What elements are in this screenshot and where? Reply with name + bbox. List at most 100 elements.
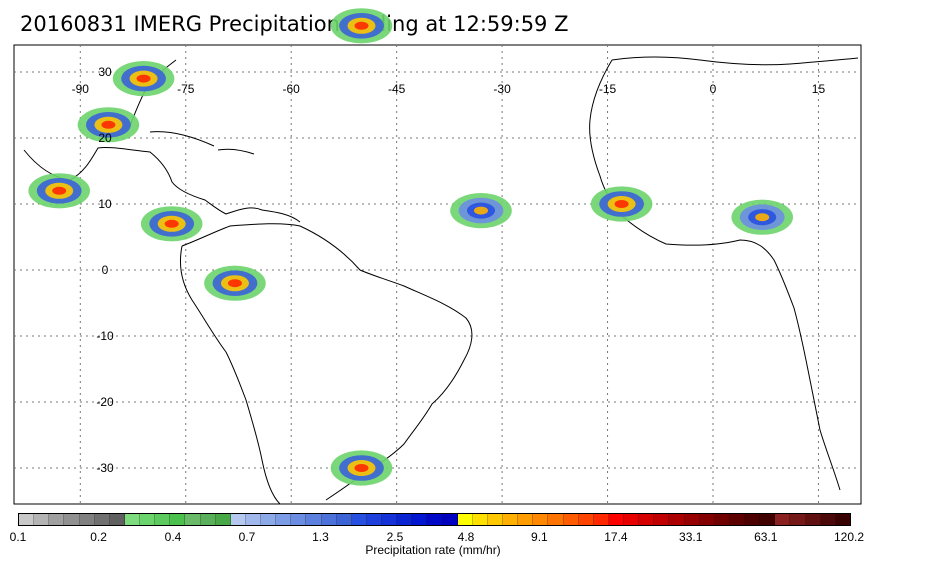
precip-cell [136, 74, 151, 83]
colorbar-swatch [548, 514, 564, 525]
coastlines [23, 56, 859, 505]
precipitation-field [28, 8, 794, 486]
colorbar-swatch [261, 514, 277, 525]
colorbar-swatch [624, 514, 640, 525]
graticule [14, 45, 861, 504]
colorbar-swatch [563, 514, 579, 525]
colorbar-swatch [487, 514, 503, 525]
precip-cell [101, 120, 116, 129]
precip-cell [755, 213, 770, 222]
coast-africa-north [611, 56, 859, 66]
map-title: 20160831 IMERG Precipitation ending at 1… [20, 12, 569, 36]
colorbar-swatch [518, 514, 534, 525]
colorbar-swatch [820, 514, 836, 525]
colorbar [18, 513, 851, 526]
colorbar-tick-label: 0.7 [238, 530, 256, 544]
precip-cell [614, 200, 629, 208]
colorbar-swatch [79, 514, 95, 525]
colorbar-swatch [291, 514, 307, 525]
colorbar-swatch [94, 514, 110, 525]
colorbar-swatch [669, 514, 685, 525]
colorbar-swatch [124, 514, 140, 525]
lon-label: -15 [599, 82, 617, 96]
colorbar-swatch [790, 514, 806, 525]
colorbar-unit-label: Precipitation rate (mm/hr) [365, 543, 501, 557]
colorbar-swatch [775, 514, 791, 525]
precip-cell [354, 464, 369, 472]
colorbar-swatch [276, 514, 292, 525]
colorbar-tick-label: 0.4 [164, 530, 182, 544]
lon-label: -60 [283, 82, 301, 96]
colorbar-swatch [200, 514, 216, 525]
colorbar-swatch [321, 514, 337, 525]
colorbar-swatch [412, 514, 428, 525]
colorbar-swatch [684, 514, 700, 525]
precip-cell [227, 279, 242, 288]
coast-hispaniola [217, 148, 255, 155]
precip-cell [474, 206, 489, 215]
lon-label: -90 [72, 82, 90, 96]
lat-label: 0 [102, 263, 109, 277]
colorbar-swatch [19, 514, 35, 525]
coast-cuba [149, 131, 215, 147]
map-frame [13, 44, 862, 505]
colorbar-swatch [397, 514, 413, 525]
colorbar-tick-label: 9.1 [531, 530, 548, 544]
lon-label: -45 [388, 82, 406, 96]
precip-cell [354, 21, 369, 30]
colorbar-swatch [215, 514, 231, 525]
colorbar-swatch [427, 514, 443, 525]
colorbar-tick-label: 17.4 [604, 530, 628, 544]
colorbar-swatch [533, 514, 549, 525]
colorbar-swatch [639, 514, 655, 525]
colorbar-swatch [170, 514, 186, 525]
colorbar-tick-label: 120.2 [833, 530, 865, 544]
colorbar-swatch [805, 514, 821, 525]
colorbar-swatch [140, 514, 156, 525]
lat-label: -30 [96, 461, 114, 475]
colorbar-swatch [835, 514, 850, 525]
colorbar-tick-label: 63.1 [754, 530, 778, 544]
lon-label: 0 [710, 82, 717, 96]
precip-cell [52, 186, 67, 195]
colorbar-swatch [155, 514, 171, 525]
coast-africa [589, 59, 841, 491]
coast-south-america [179, 223, 473, 505]
colorbar-swatch [230, 514, 246, 525]
colorbar-swatch [366, 514, 382, 525]
colorbar-swatch [578, 514, 594, 525]
colorbar-swatch [306, 514, 322, 525]
colorbar-swatch [503, 514, 519, 525]
colorbar-swatch [382, 514, 398, 525]
colorbar-swatch [760, 514, 776, 525]
lat-label: 20 [98, 131, 112, 145]
colorbar-swatch [109, 514, 125, 525]
coast-north-america [23, 147, 301, 223]
colorbar-swatch [745, 514, 761, 525]
lat-label: -10 [96, 329, 114, 343]
colorbar-tick-label: 33.1 [679, 530, 703, 544]
lon-label: 15 [812, 82, 826, 96]
axis-labels: -90 -75 -60 -45 -30 -15 0 15 30 20 10 0 -10 -20 -30 [72, 65, 826, 475]
colorbar-tick-label: 0.1 [9, 530, 27, 544]
lat-label: 30 [98, 65, 112, 79]
colorbar-swatch [34, 514, 50, 525]
colorbar-swatch [608, 514, 624, 525]
lon-label: -30 [493, 82, 511, 96]
colorbar-swatch [593, 514, 609, 525]
colorbar-swatch [714, 514, 730, 525]
colorbar-swatch [442, 514, 458, 525]
colorbar-swatch [245, 514, 261, 525]
precip-cell [164, 219, 179, 228]
colorbar-tick-label: 1.3 [312, 530, 329, 544]
colorbar-swatch [49, 514, 65, 525]
colorbar-swatch [729, 514, 745, 525]
colorbar-swatch [185, 514, 201, 525]
colorbar-swatch [351, 514, 367, 525]
lat-label: -20 [96, 395, 114, 409]
colorbar-tick-label: 0.2 [90, 530, 107, 544]
colorbar-swatch [654, 514, 670, 525]
lat-label: 10 [98, 197, 112, 211]
precipitation-map: -90 -75 -60 -45 -30 -15 0 15 30 20 10 0 -10 -20 -30 [13, 8, 862, 505]
colorbar-swatch [699, 514, 715, 525]
